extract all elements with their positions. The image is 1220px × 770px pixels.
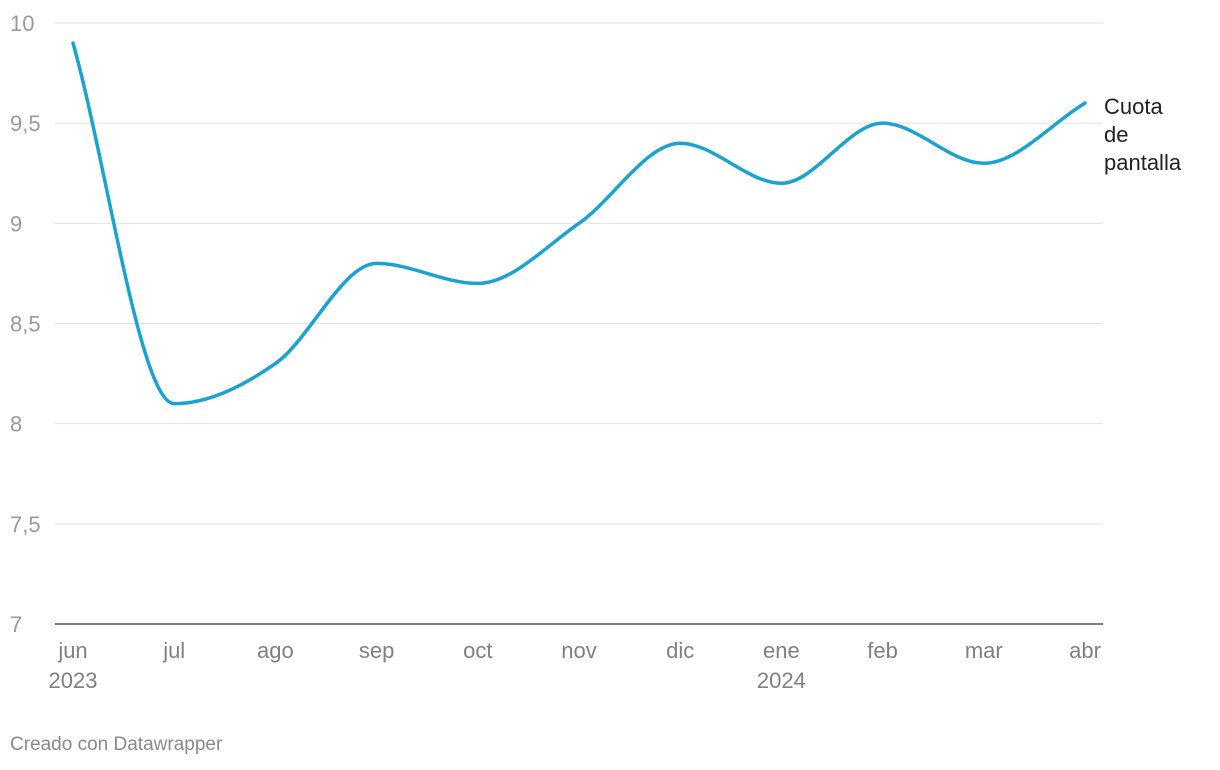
y-tick-label: 7	[10, 612, 22, 637]
y-tick-label: 10	[10, 11, 34, 36]
x-tick-year-label: 2024	[757, 668, 806, 693]
x-tick-label: sep	[359, 638, 394, 663]
footer-credit: Creado con Datawrapper	[10, 734, 223, 755]
series-label: pantalla	[1104, 150, 1182, 175]
x-tick-label: feb	[867, 638, 898, 663]
x-axis: jun 2023 jul ago sep oct nov dic ene 2024 feb mar ab…	[49, 638, 1101, 693]
series-line	[71, 41, 1087, 406]
series-lines	[71, 41, 1087, 406]
y-tick-label: 8	[10, 412, 22, 437]
series-label: de	[1104, 122, 1128, 147]
x-tick-label: abr	[1069, 638, 1101, 663]
gridlines	[55, 22, 1103, 625]
series-labels: Cuota de pantalla	[1104, 94, 1182, 175]
x-tick-label: ago	[257, 638, 294, 663]
y-axis: 10 9,5 9 8,5 8 7,5 7	[10, 11, 41, 637]
x-tick-label: jul	[162, 638, 185, 663]
y-tick-label: 7,5	[10, 512, 41, 537]
series-label: Cuota	[1104, 94, 1163, 119]
x-tick-label: oct	[463, 638, 492, 663]
y-tick-label: 9	[10, 211, 22, 236]
x-tick-label: ene	[763, 638, 800, 663]
x-tick-label: jun	[57, 638, 87, 663]
x-tick-label: nov	[561, 638, 596, 663]
y-tick-label: 9,5	[10, 111, 41, 136]
x-tick-label: dic	[666, 638, 694, 663]
y-tick-label: 8,5	[10, 312, 41, 337]
x-tick-label: mar	[965, 638, 1003, 663]
x-tick-year-label: 2023	[49, 668, 98, 693]
